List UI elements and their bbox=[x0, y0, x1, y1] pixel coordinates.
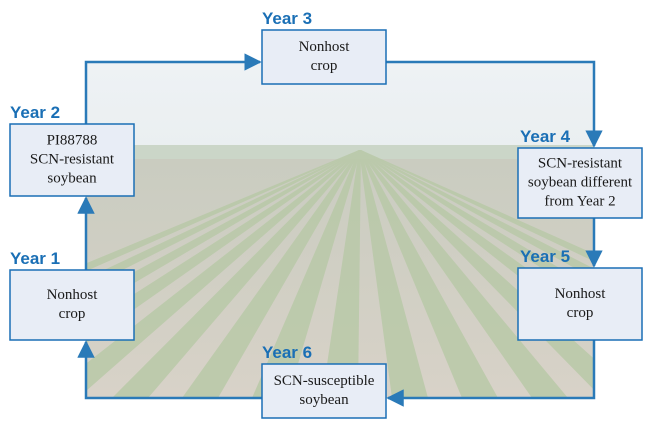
step-text: PI88788 bbox=[47, 132, 98, 148]
crop-row bbox=[182, 150, 361, 398]
crop-row bbox=[86, 150, 361, 312]
step-box bbox=[9, 123, 135, 197]
crop-row bbox=[359, 150, 594, 262]
crop-row bbox=[86, 150, 361, 289]
crop-row bbox=[112, 150, 361, 398]
step-box bbox=[261, 363, 387, 419]
year-label: Year 3 bbox=[262, 9, 312, 28]
step-text: soybean different bbox=[528, 174, 633, 190]
crop-row bbox=[86, 150, 361, 344]
crop-row bbox=[252, 150, 361, 398]
step-text: SCN-resistant bbox=[30, 151, 115, 167]
crop-row bbox=[359, 150, 498, 398]
crop-row bbox=[359, 150, 568, 398]
year-label: Year 4 bbox=[520, 127, 571, 146]
step-text: soybean bbox=[299, 392, 349, 408]
crop-row bbox=[359, 150, 428, 398]
year-label: Year 2 bbox=[10, 103, 60, 122]
step-text: Nonhost bbox=[299, 39, 351, 55]
step-text: Nonhost bbox=[47, 287, 99, 303]
year-label: Year 1 bbox=[10, 249, 60, 268]
step-text: SCN-resistant bbox=[538, 155, 623, 171]
step-text: crop bbox=[567, 305, 594, 321]
crop-row bbox=[359, 150, 594, 390]
year-label: Year 6 bbox=[262, 343, 312, 362]
step-text: crop bbox=[59, 306, 86, 322]
crop-row bbox=[86, 150, 361, 391]
step-text: crop bbox=[311, 58, 338, 74]
step-box bbox=[517, 267, 643, 341]
step-box bbox=[517, 147, 643, 219]
crop-row bbox=[322, 150, 361, 398]
crop-row bbox=[359, 150, 594, 303]
year-label: Year 5 bbox=[520, 247, 570, 266]
crop-row bbox=[86, 150, 361, 272]
step-text: from Year 2 bbox=[544, 193, 615, 209]
arrows bbox=[77, 53, 603, 407]
step-box bbox=[9, 269, 135, 341]
step-text: SCN-susceptible bbox=[274, 373, 375, 389]
step-text: Nonhost bbox=[555, 286, 607, 302]
step-text: soybean bbox=[47, 170, 97, 186]
crop-row bbox=[359, 150, 594, 279]
step-box bbox=[261, 29, 387, 85]
field-photo bbox=[86, 62, 594, 398]
